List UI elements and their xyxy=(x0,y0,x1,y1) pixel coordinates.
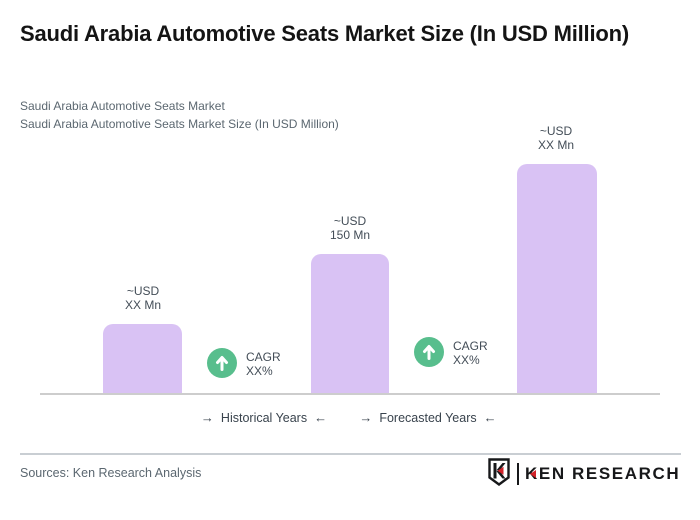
logo-wordmark: K EN RESEARCH xyxy=(525,464,680,484)
ken-research-logo: K EN RESEARCH xyxy=(486,457,680,492)
bar-base-year xyxy=(311,254,389,393)
growth-up-arrow-icon xyxy=(207,348,237,378)
cagr-badge-text: CAGR XX% xyxy=(453,337,488,367)
axis-group-label: Forecasted Years xyxy=(379,410,477,425)
x-axis-baseline xyxy=(40,393,660,395)
subtitle-market-size: Saudi Arabia Automotive Seats Market Siz… xyxy=(20,117,339,131)
bar2-value-line1: ~USD xyxy=(333,214,367,228)
footer-divider xyxy=(20,453,681,455)
page-title: Saudi Arabia Automotive Seats Market Siz… xyxy=(20,21,629,46)
bar-forecast xyxy=(517,164,597,393)
left-arrow-icon: ← xyxy=(483,410,497,425)
cagr-label: CAGR xyxy=(246,350,281,364)
cagr-badge-forecast: CAGR XX% xyxy=(414,337,488,367)
bar3-value-line2: XX Mn xyxy=(537,138,574,152)
sources-text: Sources: Ken Research Analysis xyxy=(20,466,202,480)
bar-historical xyxy=(103,324,182,393)
cagr-value: XX% xyxy=(246,364,273,378)
right-arrow-icon: → xyxy=(359,410,373,425)
bar-value-label: ~USD 150 Mn xyxy=(290,214,410,242)
right-arrow-icon: → xyxy=(200,410,214,425)
logo-separator xyxy=(517,463,519,485)
subtitle-market-name: Saudi Arabia Automotive Seats Market xyxy=(20,99,225,113)
ken-research-emblem-icon xyxy=(486,457,512,492)
logo-red-wedge-icon xyxy=(530,470,536,478)
cagr-label: CAGR xyxy=(453,339,488,353)
bar-value-label: ~USD XX Mn xyxy=(496,124,616,152)
bar1-value-line1: ~USD xyxy=(126,284,160,298)
cagr-badge-historical: CAGR XX% xyxy=(207,348,281,378)
bar1-value-line2: XX Mn xyxy=(124,298,161,312)
logo-k-letter: K xyxy=(525,464,539,483)
left-arrow-icon: ← xyxy=(314,410,328,425)
axis-group-forecasted-years: → Forecasted Years ← xyxy=(338,410,518,425)
growth-up-arrow-icon xyxy=(414,337,444,367)
cagr-value: XX% xyxy=(453,353,480,367)
logo-rest-letters: EN RESEARCH xyxy=(538,464,681,483)
axis-group-label: Historical Years xyxy=(220,410,308,425)
bar-value-label: ~USD XX Mn xyxy=(83,284,203,312)
bar3-value-line1: ~USD xyxy=(539,124,573,138)
bar2-value-line2: 150 Mn xyxy=(329,228,371,242)
cagr-badge-text: CAGR XX% xyxy=(246,348,281,378)
axis-group-historical-years: → Historical Years ← xyxy=(174,410,354,425)
